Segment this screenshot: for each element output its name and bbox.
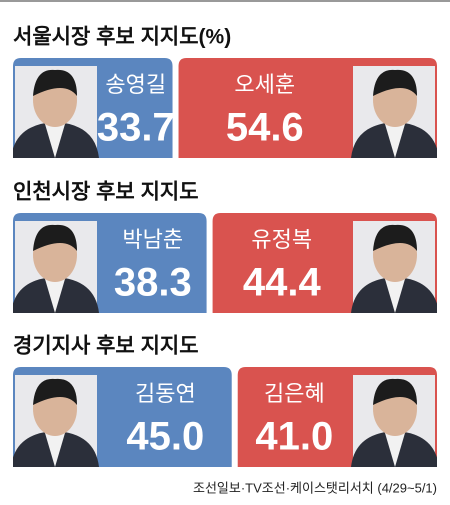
value-label: 54.6	[226, 106, 304, 150]
value-label: 45.0	[126, 415, 204, 459]
photo-hair	[373, 378, 417, 405]
chart-title: 서울시장 후보 지지도(%)	[13, 25, 231, 49]
photo-collar	[385, 433, 405, 467]
photo	[351, 221, 437, 313]
chart-title: 인천시장 후보 지지도	[13, 180, 199, 204]
photo	[13, 375, 99, 467]
value-label: 41.0	[255, 415, 333, 459]
candidate-name: 김은혜	[264, 381, 325, 406]
photo-hair	[33, 224, 77, 251]
photo-collar	[45, 124, 65, 158]
photo	[13, 221, 99, 313]
photo-hair	[33, 69, 77, 96]
candidate-name: 송영길	[105, 72, 166, 97]
candidate-name: 박남춘	[122, 227, 183, 252]
candidate-name: 김동연	[135, 381, 196, 406]
value-label: 33.7	[97, 106, 175, 150]
photo	[13, 66, 99, 158]
candidate-name: 유정복	[251, 227, 312, 252]
photo-collar	[385, 279, 405, 313]
photo-collar	[45, 433, 65, 467]
source: 조선일보·TV조선·케이스탯리서치 (4/29~5/1)	[193, 480, 437, 495]
photo-collar	[45, 279, 65, 313]
value-label: 44.4	[243, 261, 322, 305]
candidate-name: 오세훈	[234, 72, 295, 97]
photo-hair	[33, 378, 77, 405]
chart-title: 경기지사 후보 지지도	[13, 334, 199, 358]
photo-hair	[373, 224, 417, 251]
photo	[351, 66, 438, 158]
photo-hair	[373, 69, 417, 96]
photo-collar	[385, 124, 405, 158]
value-label: 38.3	[114, 261, 192, 305]
photo	[351, 375, 437, 467]
